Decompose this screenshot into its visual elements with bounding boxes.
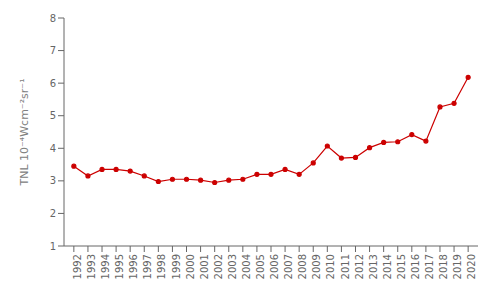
svg-text:1992: 1992 xyxy=(72,254,83,279)
svg-text:2006: 2006 xyxy=(269,254,280,279)
svg-text:2016: 2016 xyxy=(410,254,421,279)
svg-text:3: 3 xyxy=(50,175,56,186)
svg-text:1998: 1998 xyxy=(156,254,167,279)
svg-text:2003: 2003 xyxy=(227,254,238,279)
svg-text:6: 6 xyxy=(50,78,56,89)
svg-text:4: 4 xyxy=(50,143,56,154)
svg-text:1996: 1996 xyxy=(128,254,139,279)
svg-text:1997: 1997 xyxy=(142,254,153,279)
svg-text:2011: 2011 xyxy=(340,254,351,279)
svg-text:2004: 2004 xyxy=(241,254,252,279)
svg-text:2015: 2015 xyxy=(396,254,407,279)
svg-text:7: 7 xyxy=(50,45,56,56)
svg-text:2020: 2020 xyxy=(466,254,477,279)
svg-text:2012: 2012 xyxy=(354,254,365,279)
svg-text:2014: 2014 xyxy=(382,254,393,279)
svg-text:2007: 2007 xyxy=(283,254,294,279)
svg-text:2018: 2018 xyxy=(438,254,449,279)
svg-text:2017: 2017 xyxy=(424,254,435,279)
svg-text:2001: 2001 xyxy=(199,254,210,279)
svg-text:8: 8 xyxy=(50,13,56,24)
svg-text:2008: 2008 xyxy=(297,254,308,279)
svg-text:1993: 1993 xyxy=(86,254,97,279)
svg-text:2000: 2000 xyxy=(185,254,196,279)
svg-text:1999: 1999 xyxy=(171,254,182,279)
svg-text:2005: 2005 xyxy=(255,254,266,279)
svg-text:TNL 10⁻⁴Wcm⁻²sr⁻¹: TNL 10⁻⁴Wcm⁻²sr⁻¹ xyxy=(18,78,31,186)
svg-text:1995: 1995 xyxy=(114,254,125,279)
svg-text:1: 1 xyxy=(50,241,56,252)
svg-text:2019: 2019 xyxy=(452,254,463,279)
svg-text:2009: 2009 xyxy=(311,254,322,279)
svg-text:2010: 2010 xyxy=(325,254,336,279)
svg-text:2013: 2013 xyxy=(368,254,379,279)
svg-text:5: 5 xyxy=(50,110,56,121)
svg-text:2: 2 xyxy=(50,208,56,219)
svg-text:1994: 1994 xyxy=(100,254,111,279)
svg-text:2002: 2002 xyxy=(213,254,224,279)
